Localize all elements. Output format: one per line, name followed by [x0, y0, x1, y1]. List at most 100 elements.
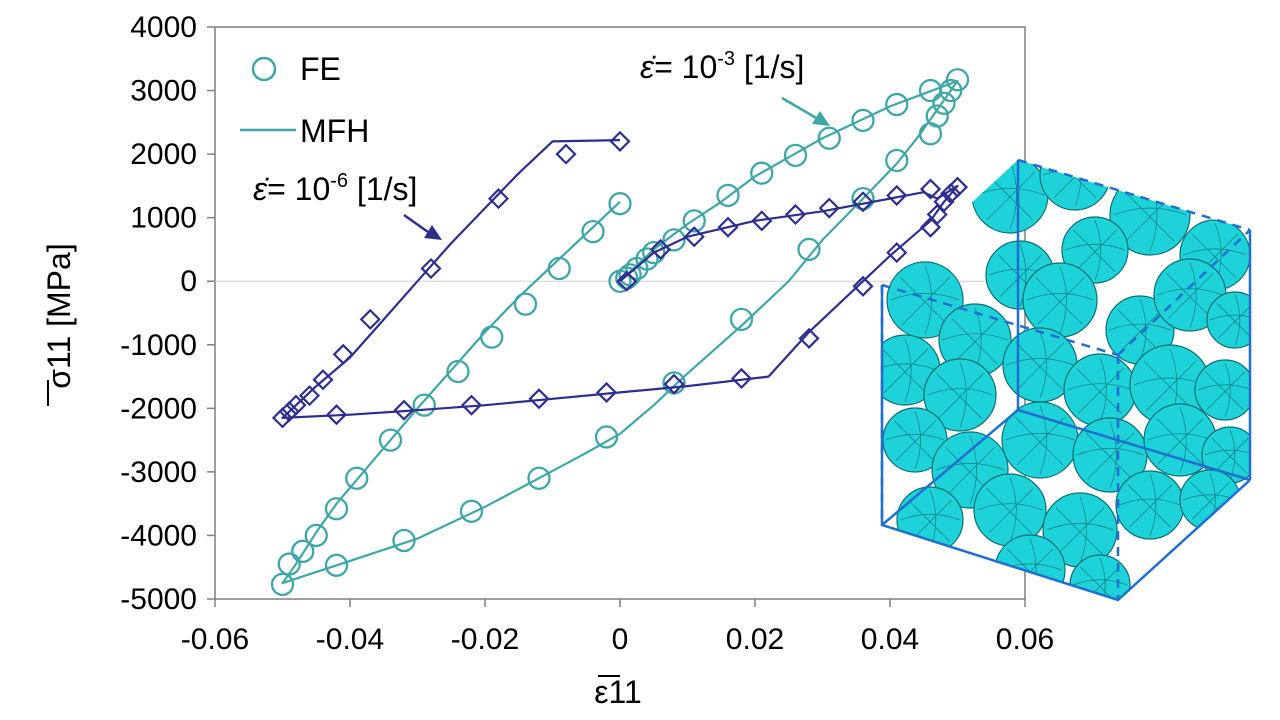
legend: FE MFH — [240, 51, 369, 149]
fe-point — [304, 523, 328, 548]
x-tick-label: 0 — [612, 623, 629, 656]
fe-point — [886, 184, 908, 206]
y-axis-title: σ11 [MPa] — [41, 243, 77, 406]
annotation-rate-1e-6-exponent: -6 — [330, 170, 348, 192]
fe-point — [487, 188, 510, 210]
sphere-mesh — [927, 362, 993, 428]
fe-point — [359, 308, 381, 330]
fe-point — [939, 78, 963, 103]
fe-point — [332, 343, 354, 365]
legend-mfh-label: MFH — [300, 113, 369, 149]
x-tick-label: 0.02 — [726, 623, 784, 656]
fe-point — [393, 399, 415, 421]
inclusion-sphere — [1022, 262, 1098, 338]
y-tick-label: -5000 — [120, 583, 197, 616]
inclusion-spheres — [882, 160, 1250, 600]
fe-point — [460, 394, 483, 416]
sphere-mesh — [900, 490, 960, 550]
inclusion-sphere — [1194, 359, 1250, 421]
sphere-mesh — [1119, 474, 1181, 536]
inclusion-sphere — [1206, 291, 1250, 349]
sphere-mesh — [935, 435, 1005, 505]
fe-point — [324, 553, 349, 577]
fe-point — [528, 388, 550, 410]
fe-point — [271, 407, 294, 429]
sphere-mesh — [1182, 472, 1238, 528]
annotation-rate-1e-3-symbol: ε̇ — [640, 49, 656, 85]
fe-point — [513, 292, 538, 316]
sphere-mesh — [1183, 223, 1247, 287]
fe-point — [412, 393, 436, 417]
y-tick-label: 0 — [180, 265, 197, 298]
mfh-curve-1 — [281, 139, 959, 419]
sphere-mesh — [1209, 294, 1250, 346]
fe-point — [918, 122, 943, 146]
sphere-mesh — [1067, 357, 1133, 423]
fe-point — [798, 327, 820, 349]
sphere-mesh — [1157, 262, 1223, 328]
fe-point — [649, 238, 672, 261]
sphere-mesh — [1065, 220, 1125, 280]
x-axis-title: ε11 — [594, 674, 641, 710]
fe-point — [919, 178, 942, 200]
sphere-mesh — [1006, 331, 1074, 399]
rve-microstructure-inset — [880, 158, 1252, 602]
fe-point — [635, 247, 659, 271]
annotation-rate-1e-3: ε̇= 10-3 [1/s] — [640, 48, 830, 126]
fe-point — [527, 466, 551, 490]
sphere-mesh — [1197, 362, 1250, 418]
annotation-rate-1e-6: ε̇= 10-6 [1/s] — [253, 170, 442, 240]
fe-point — [324, 497, 349, 521]
y-tick-label: 1000 — [130, 202, 197, 235]
annotation-rate-1e-3-exponent: -3 — [717, 48, 735, 70]
sphere-mesh — [1046, 496, 1114, 564]
axes: 4000 3000 2000 1000 0 -1000 -2000 -3000 -4000 -50… — [120, 11, 1054, 656]
inclusion-sphere — [886, 261, 964, 339]
fe-point — [750, 161, 774, 185]
series-1 — [271, 130, 969, 429]
annotation-rate-1e-6-equals: = 10 — [267, 171, 330, 207]
inclusion-sphere — [1115, 470, 1185, 540]
fe-point — [886, 242, 908, 264]
fe-point — [730, 367, 753, 390]
sphere-mesh — [1133, 348, 1207, 422]
x-tick-label: -0.04 — [316, 623, 384, 656]
fe-point — [285, 394, 307, 416]
fe-point — [446, 359, 470, 384]
series-layer — [270, 68, 970, 597]
fe-point — [851, 186, 875, 211]
fe-point — [278, 400, 300, 423]
fe-point — [729, 307, 754, 332]
annotation-rate-1e-6-label: ε̇= 10-6 [1/s] — [253, 170, 417, 207]
sphere-mesh — [1026, 266, 1094, 334]
fe-point — [663, 373, 685, 395]
cube-edges — [880, 158, 1252, 602]
fe-point — [717, 216, 739, 238]
fe-point — [784, 203, 807, 226]
fe-point — [277, 552, 301, 576]
inclusion-sphere — [1069, 554, 1131, 600]
y-tick-label: -4000 — [120, 519, 197, 552]
fe-point — [555, 143, 577, 165]
mfh-curve-0 — [281, 79, 959, 585]
y-tick-label: -2000 — [120, 392, 197, 425]
x-axis-title-text: ε11 — [594, 674, 641, 710]
x-tick-label: 0.06 — [996, 623, 1054, 656]
x-tick-label: -0.06 — [181, 623, 249, 656]
annotation-rate-1e-6-symbol: ε̇ — [253, 171, 269, 207]
inclusion-sphere — [1061, 216, 1129, 284]
fe-point — [616, 270, 638, 292]
sphere-mesh — [1005, 405, 1075, 475]
sphere-mesh — [998, 538, 1062, 600]
annotation-rate-1e-6-unit: [1/s] — [348, 171, 417, 207]
sphere-mesh — [882, 338, 937, 402]
y-tick-label: 4000 — [130, 11, 197, 44]
fe-point — [662, 228, 686, 252]
fe-point — [751, 210, 773, 232]
sphere-mesh — [942, 307, 1008, 373]
fe-point — [609, 130, 631, 152]
fe-point — [642, 240, 666, 265]
sphere-mesh — [1113, 178, 1187, 252]
sphere-mesh — [1204, 429, 1250, 481]
legend-fe-label: FE — [300, 51, 341, 87]
